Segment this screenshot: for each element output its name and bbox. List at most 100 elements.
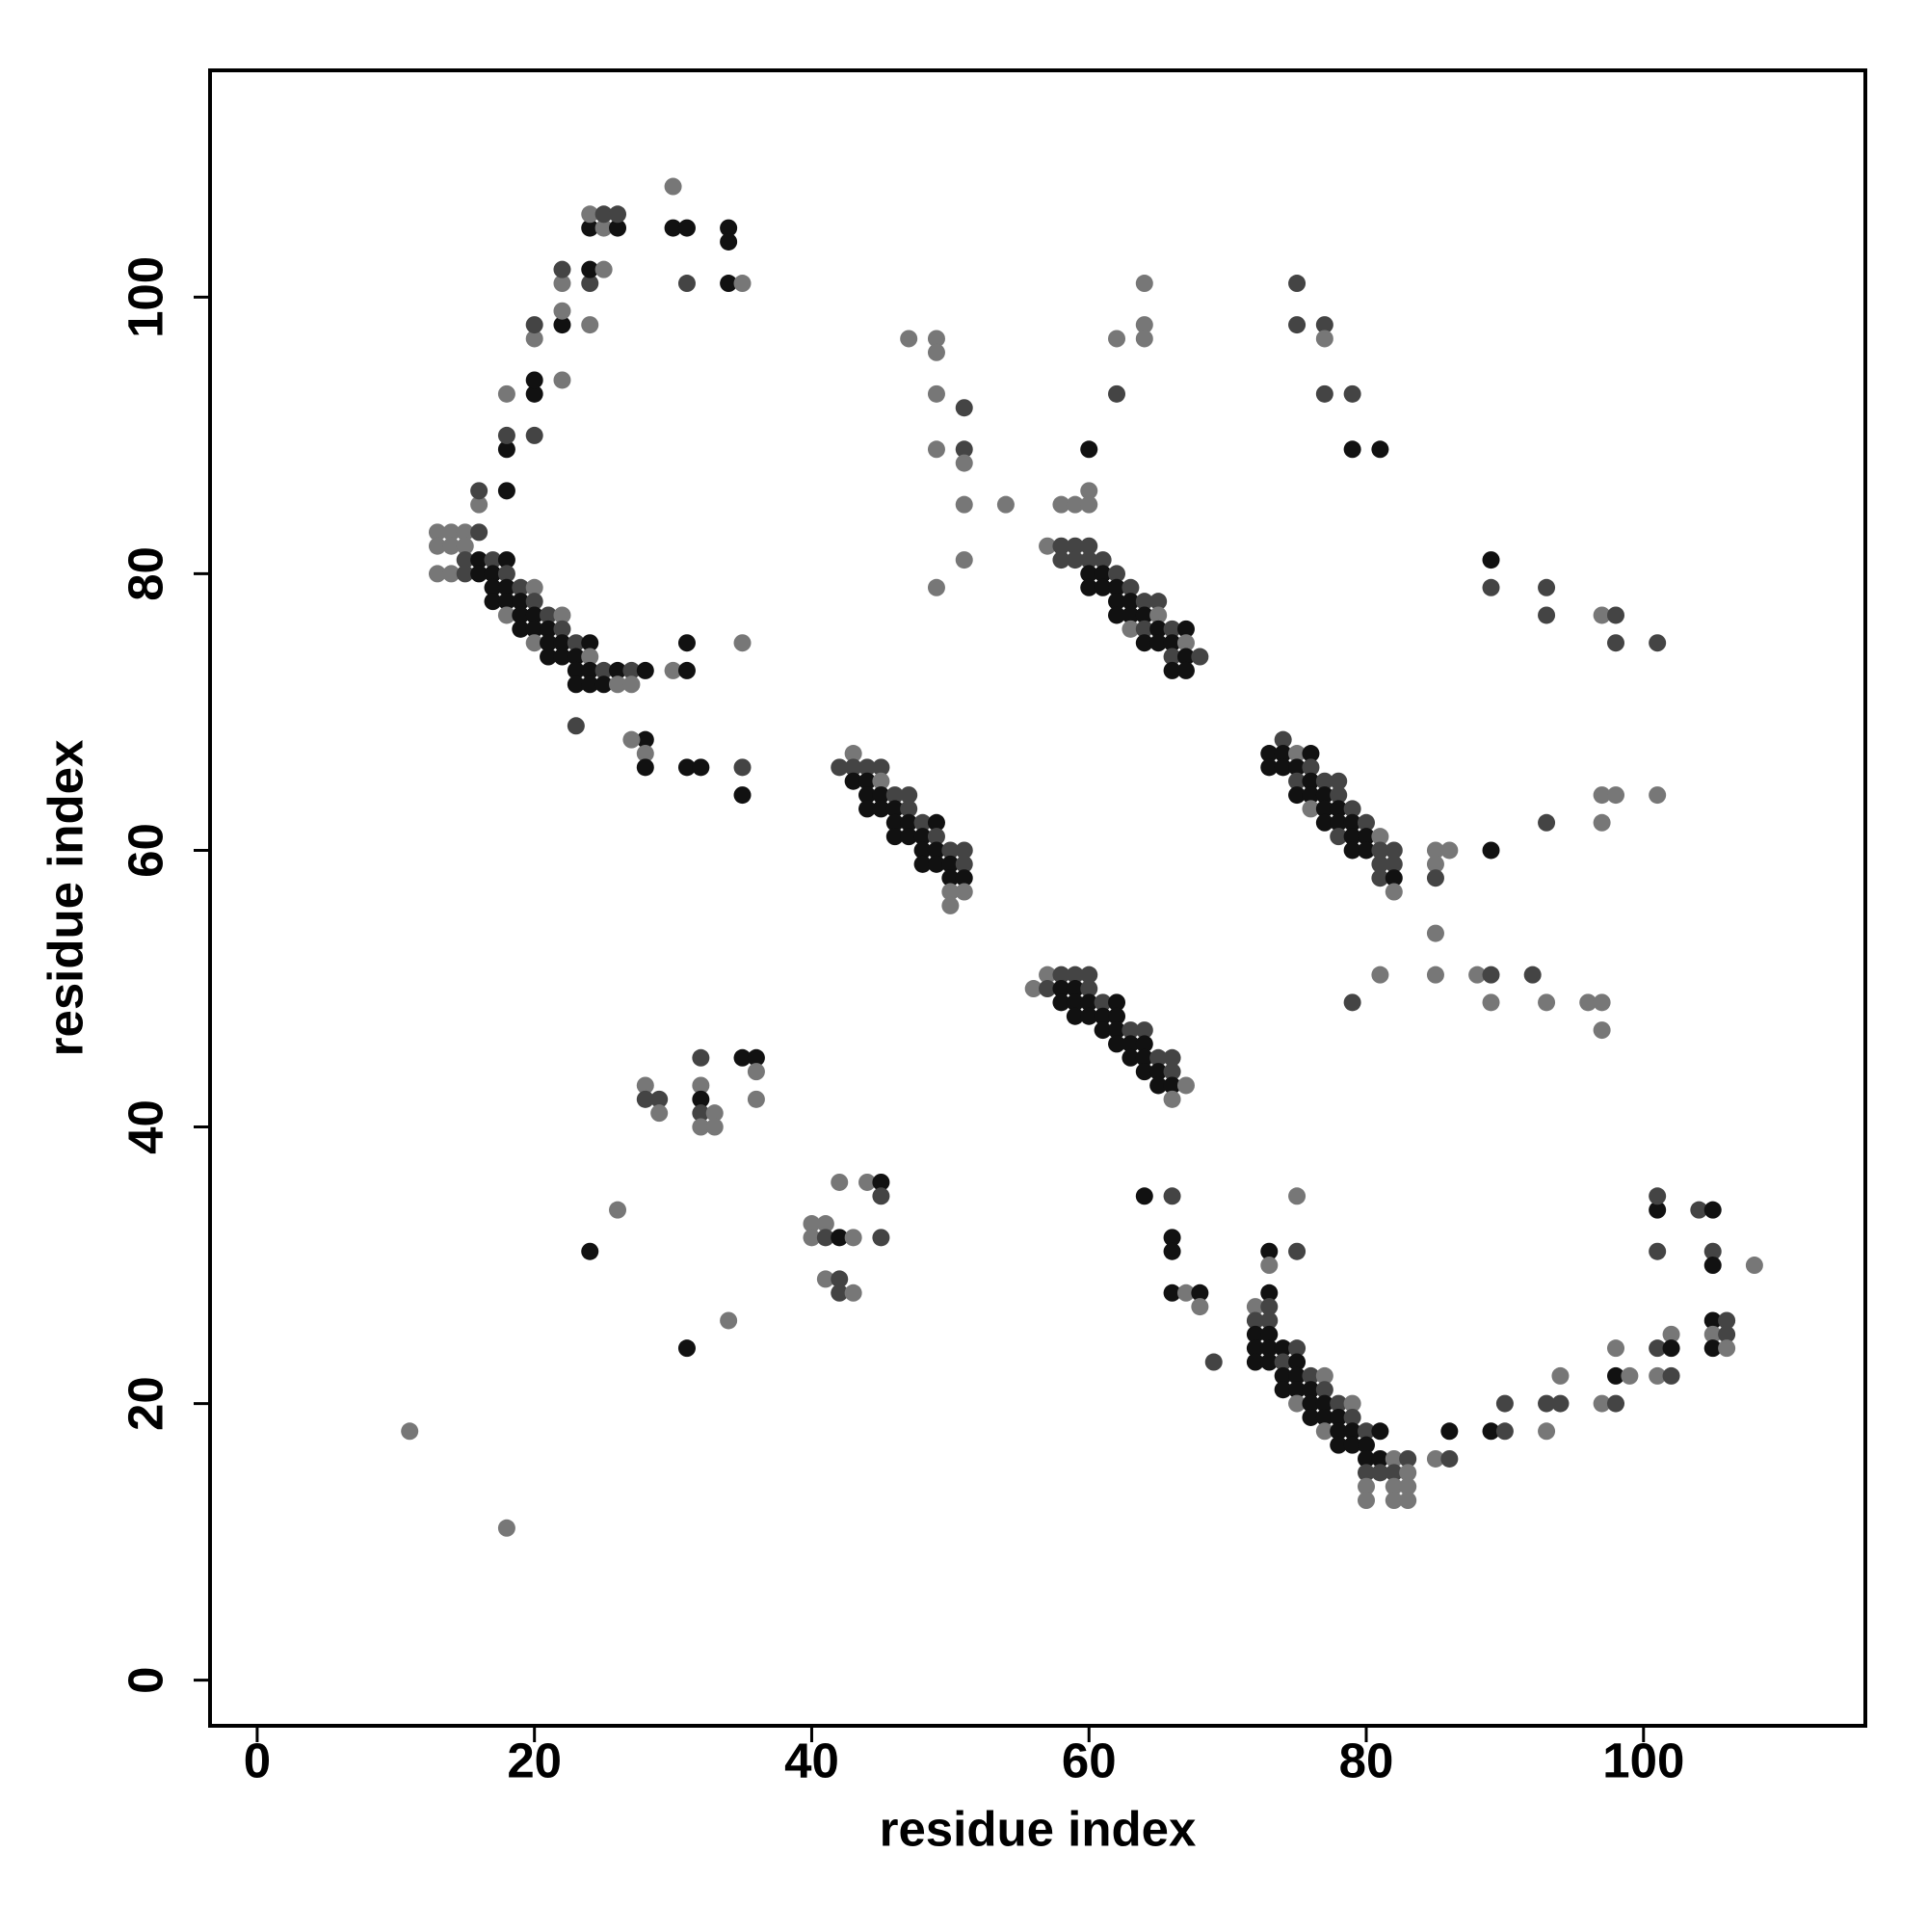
point xyxy=(1176,620,1195,638)
point xyxy=(1315,800,1333,818)
point xyxy=(927,384,945,403)
point xyxy=(497,578,515,596)
point xyxy=(622,661,641,679)
point xyxy=(803,1215,821,1233)
point xyxy=(720,275,738,293)
point xyxy=(1385,869,1403,887)
point xyxy=(1149,620,1168,638)
point xyxy=(1649,1339,1667,1358)
point xyxy=(844,745,862,763)
x-axis-title: residue index xyxy=(880,1801,1197,1856)
point xyxy=(525,384,543,403)
point xyxy=(540,648,558,666)
point xyxy=(622,730,641,749)
point xyxy=(1135,1021,1153,1040)
point xyxy=(1163,1229,1181,1247)
point xyxy=(1649,1366,1667,1385)
point xyxy=(1163,1048,1181,1067)
point xyxy=(1718,1311,1736,1330)
point xyxy=(1135,275,1153,293)
point xyxy=(484,565,502,583)
point xyxy=(1482,551,1500,569)
point xyxy=(1358,1464,1376,1482)
point xyxy=(456,537,474,555)
point xyxy=(692,1118,710,1136)
point xyxy=(442,523,461,542)
point xyxy=(1066,551,1084,569)
point xyxy=(1371,1464,1389,1482)
point xyxy=(1163,1242,1181,1260)
point xyxy=(1426,966,1444,984)
point xyxy=(1302,1408,1320,1426)
point xyxy=(1122,1035,1140,1053)
point xyxy=(1163,648,1181,666)
point xyxy=(1260,1311,1279,1330)
point xyxy=(1551,1366,1570,1385)
point xyxy=(484,551,502,569)
point xyxy=(1662,1339,1680,1358)
point xyxy=(1358,1449,1376,1468)
point xyxy=(1371,1449,1389,1468)
point xyxy=(1176,648,1195,666)
point xyxy=(1343,384,1361,403)
point xyxy=(581,1242,599,1260)
point xyxy=(733,1048,752,1067)
point xyxy=(1135,620,1153,638)
point xyxy=(872,772,890,790)
point xyxy=(1135,1048,1153,1067)
point xyxy=(497,384,515,403)
point xyxy=(1371,1422,1389,1441)
point xyxy=(456,565,474,583)
point xyxy=(1288,1394,1307,1413)
point xyxy=(1538,1422,1556,1441)
point xyxy=(1482,993,1500,1012)
point xyxy=(733,758,752,777)
point xyxy=(1482,841,1500,860)
point xyxy=(1330,1422,1348,1441)
point xyxy=(1080,1007,1098,1025)
point xyxy=(1135,330,1153,348)
point xyxy=(1315,1394,1333,1413)
point xyxy=(927,578,945,596)
point xyxy=(1176,1076,1195,1095)
point xyxy=(442,565,461,583)
point xyxy=(872,758,890,777)
y-tick-label: 40 xyxy=(118,1099,172,1154)
point xyxy=(553,620,571,638)
point xyxy=(1149,1048,1168,1067)
point xyxy=(941,841,960,860)
point xyxy=(1108,578,1126,596)
point xyxy=(1330,772,1348,790)
point xyxy=(1066,1007,1084,1025)
point xyxy=(941,869,960,887)
point xyxy=(1426,855,1444,873)
point xyxy=(1690,1201,1708,1219)
point xyxy=(1538,606,1556,624)
point xyxy=(677,634,696,652)
point xyxy=(1593,1394,1611,1413)
point xyxy=(1274,1353,1292,1371)
point xyxy=(1703,1339,1722,1358)
point xyxy=(1191,1284,1209,1302)
point xyxy=(1358,841,1376,860)
point xyxy=(1399,1492,1417,1510)
point xyxy=(1108,565,1126,583)
point xyxy=(1343,841,1361,860)
point xyxy=(677,661,696,679)
point xyxy=(497,482,515,500)
point xyxy=(1358,813,1376,832)
point xyxy=(1745,1257,1763,1275)
point xyxy=(1246,1325,1264,1343)
point xyxy=(1094,551,1112,569)
point xyxy=(470,565,488,583)
point xyxy=(913,828,932,846)
point xyxy=(1094,1007,1112,1025)
point xyxy=(1593,813,1611,832)
point xyxy=(1080,495,1098,514)
point xyxy=(553,302,571,320)
point xyxy=(1593,786,1611,805)
point xyxy=(1052,495,1070,514)
y-tick-label: 20 xyxy=(118,1376,172,1431)
point xyxy=(1288,745,1307,763)
